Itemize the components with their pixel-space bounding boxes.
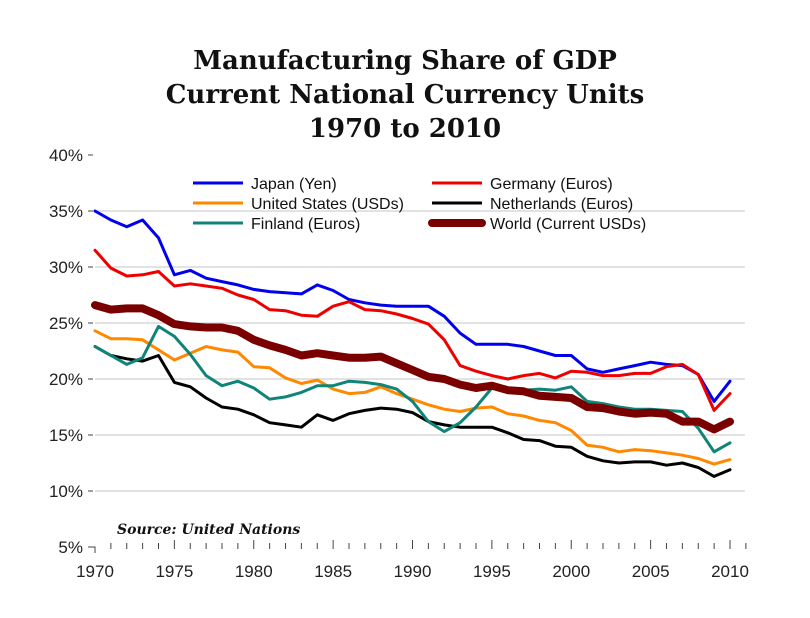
series-line-japan-yen [93,209,732,403]
legend-label: Japan (Yen) [251,176,337,193]
y-tick-label: 40% [49,146,83,165]
x-tick-label: 1975 [155,562,193,581]
chart-title-line-1: Manufacturing Share of GDP [193,46,617,76]
series-line-united-states-usds [93,329,732,466]
legend-label: Germany (Euros) [490,176,613,193]
series-line-finland-euros [93,324,732,454]
gridlines [95,210,745,492]
x-tick-label: 1990 [394,562,432,581]
y-tick-label: 30% [49,258,83,277]
y-tick-label: 20% [49,370,83,389]
legend-label: Finland (Euros) [251,216,360,233]
y-axis-corner-tick [88,546,96,553]
x-tick-label: 2010 [711,562,749,581]
x-tick-label: 1980 [235,562,273,581]
source-note: Source: United Nations [117,522,300,538]
x-tick-label: 2005 [632,562,670,581]
legend: Japan (Yen) Germany (Euros) United States … [193,176,646,233]
legend-label: United States (USDs) [251,196,404,213]
y-tick-label: 25% [49,314,83,333]
legend-label: World (Current USDs) [490,216,646,233]
y-tick-label: 10% [49,482,83,501]
chart-title-line-2: Current National Currency Units [165,80,645,110]
chart-title: Manufacturing Share of GDP Current Natio… [0,44,810,146]
series-line-germany-euros [93,248,732,412]
series-line-world-current-usds [91,301,734,434]
x-tick-label: 2000 [552,562,590,581]
axes: 5% 10% 15% 20% 25% 30% 35% 40% 1970 1975 1980 1985 1… [49,146,749,581]
y-tick-label: 35% [49,202,83,221]
series-lines [91,209,734,478]
legend-label: Netherlands (Euros) [490,196,633,213]
chart-title-line-3: 1970 to 2010 [308,114,502,144]
y-tick-label: 15% [49,426,83,445]
x-tick-label: 1970 [76,562,114,581]
y-tick-label: 5% [58,538,83,557]
series-line-netherlands-euros [93,345,732,478]
x-tick-label: 1985 [314,562,352,581]
x-tick-label: 1995 [473,562,511,581]
